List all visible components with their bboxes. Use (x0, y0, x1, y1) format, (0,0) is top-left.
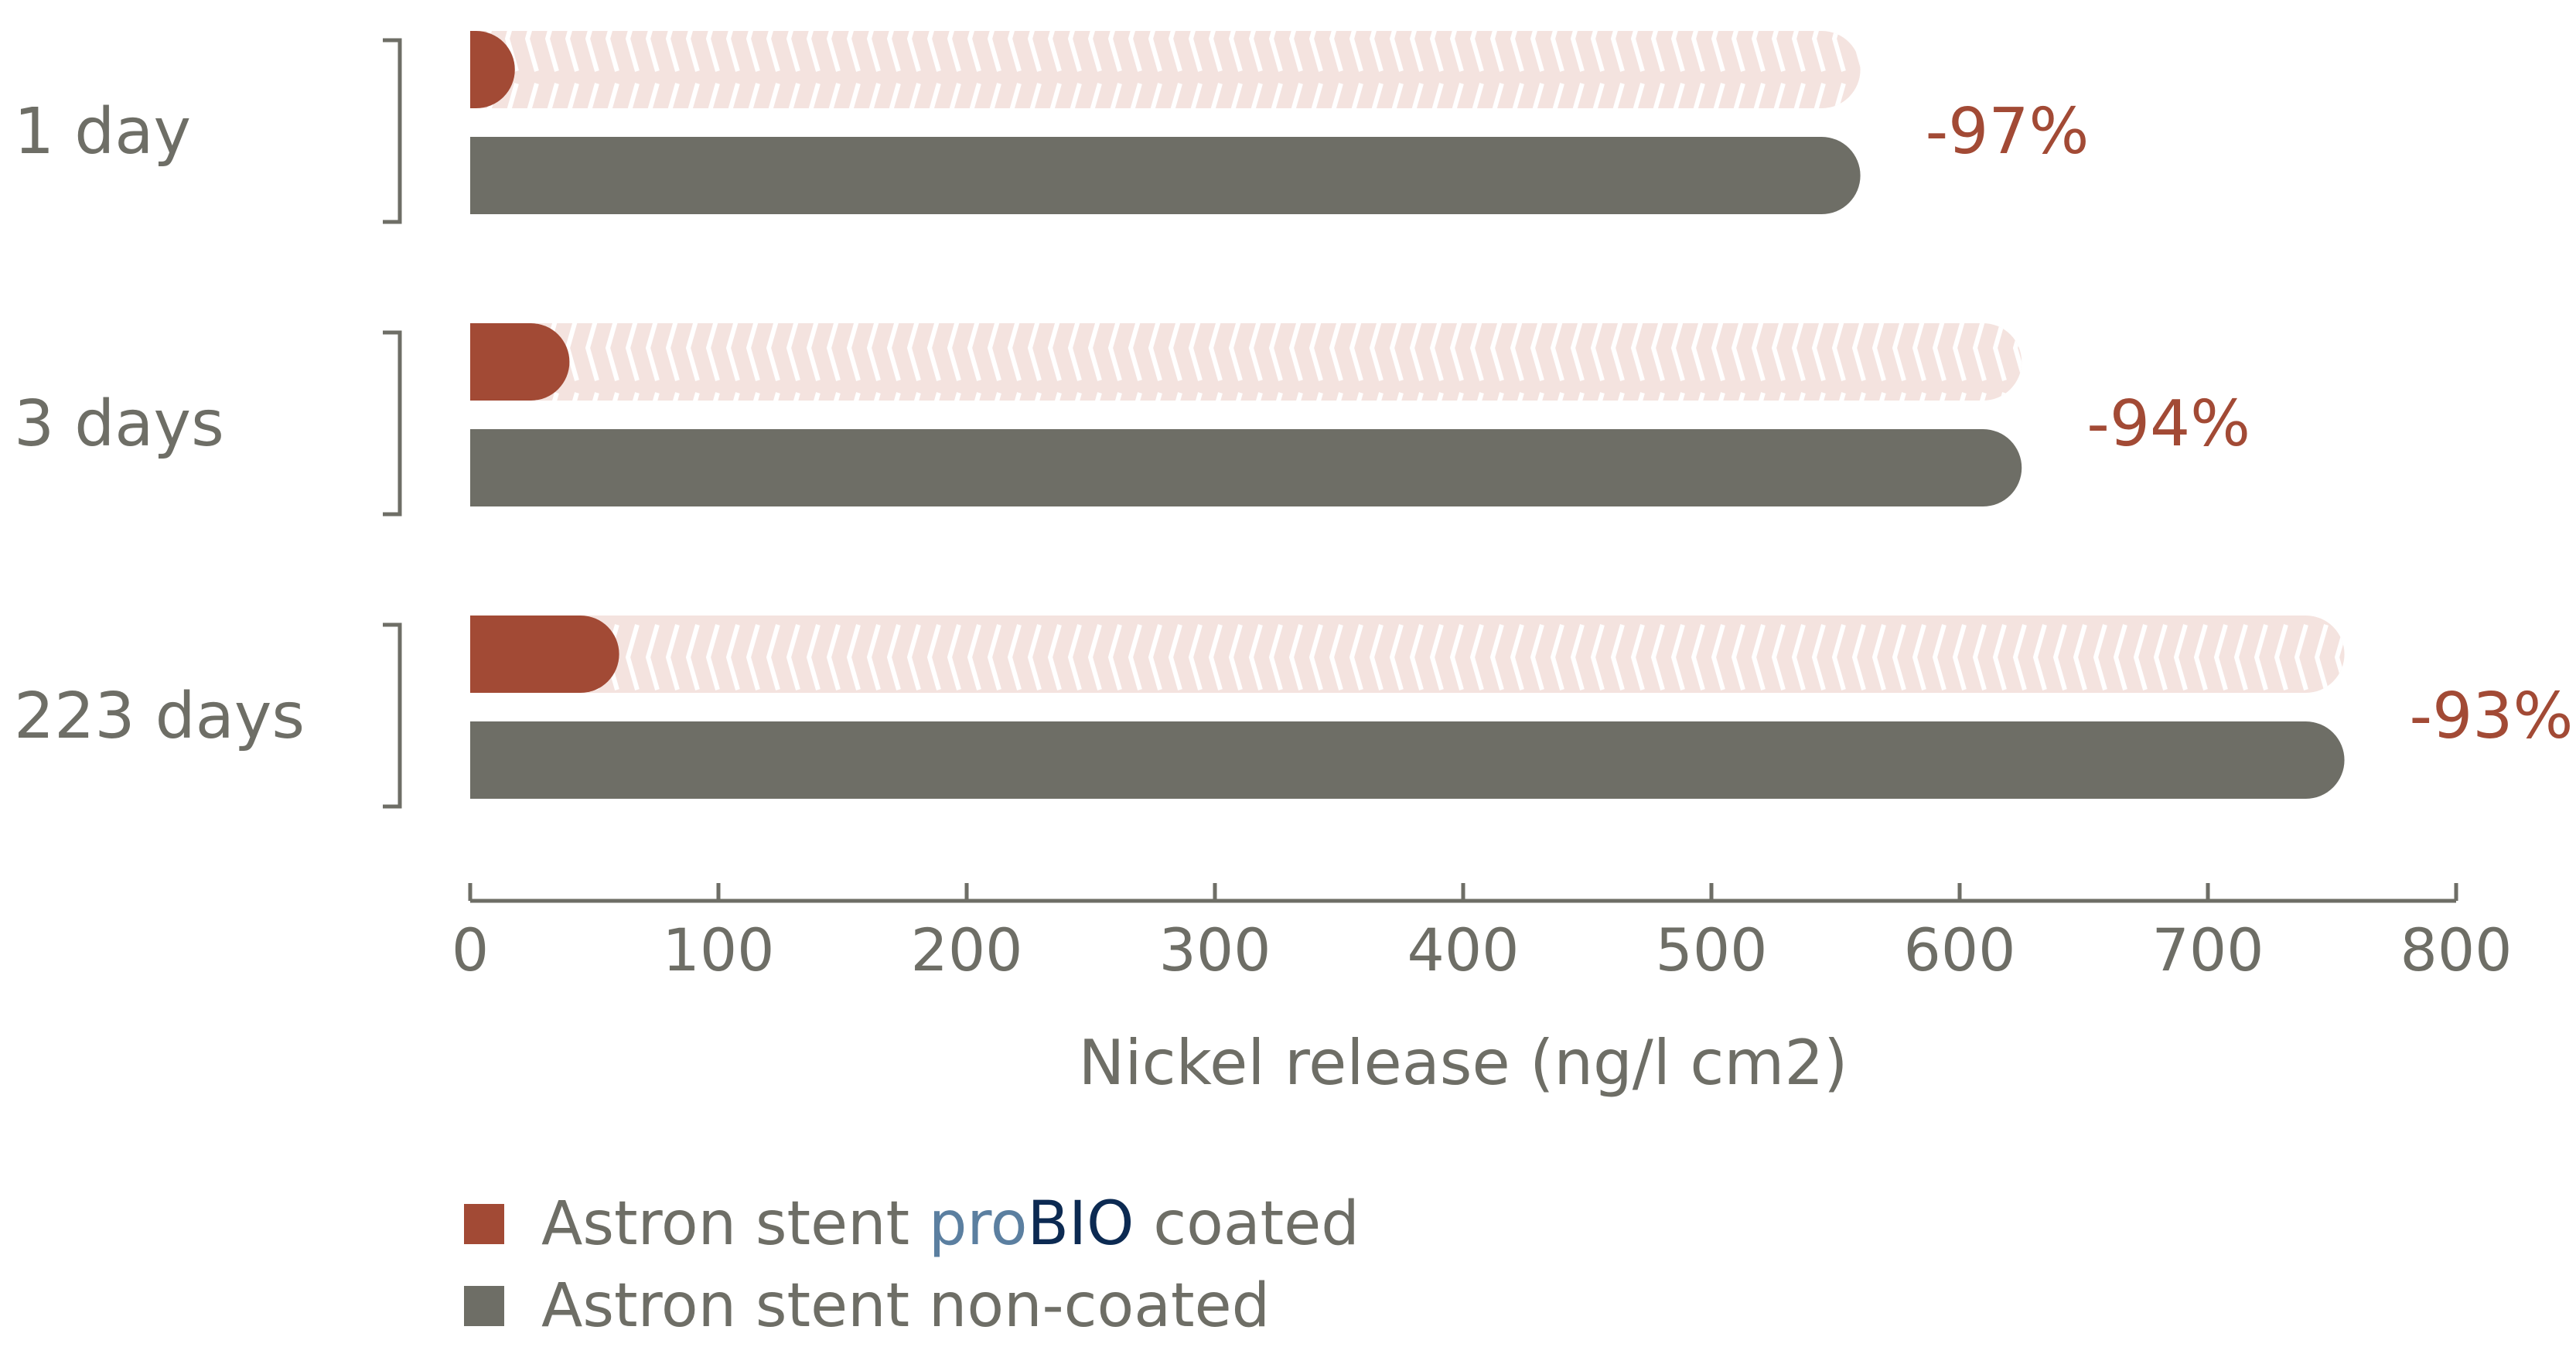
legend-prefix: Astron stent (541, 1189, 929, 1259)
category-bracket (383, 622, 402, 809)
reduction-label: -94% (2086, 387, 2250, 461)
chevron-track-pattern (470, 616, 2345, 693)
legend-swatch-coated (464, 1204, 504, 1244)
x-tick-label: 100 (662, 916, 774, 984)
x-tick-label: 500 (1655, 916, 1767, 984)
category-label: 223 days (14, 680, 305, 753)
legend: Astron stent proBIO coated Astron stent … (464, 1183, 1360, 1347)
x-axis-label: Nickel release (ng/l cm2) (1079, 1027, 1848, 1099)
category-bracket (383, 330, 402, 517)
bar-coated (470, 323, 570, 401)
x-tick-label: 200 (910, 916, 1022, 984)
x-axis: 0 100 200 300 400 500 600 700 800 Nickel release … (452, 883, 2513, 1099)
legend-item-coated: Astron stent proBIO coated (464, 1183, 1360, 1265)
legend-label-noncoated: Astron stent non-coated (541, 1271, 1271, 1341)
legend-item-noncoated: Astron stent non-coated (464, 1265, 1360, 1347)
bars-layer (383, 31, 2345, 809)
category-label: 1 day (14, 95, 191, 169)
category-label: 3 days (14, 387, 224, 461)
x-tick-label: 0 (452, 916, 489, 984)
bar-coated (470, 31, 515, 108)
x-tick-label: 600 (1903, 916, 2015, 984)
bar-noncoated (470, 429, 2022, 506)
x-tick-label: 400 (1407, 916, 1519, 984)
x-tick-label: 800 (2400, 916, 2512, 984)
bar-noncoated (470, 721, 2345, 799)
x-tick-label: 300 (1158, 916, 1271, 984)
labels-layer: 1 day -97% 3 days -94% 223 days -93% (14, 95, 2573, 753)
brand-bio: BIO (1027, 1189, 1134, 1259)
brand-pro: pro (928, 1189, 1028, 1259)
reduction-label: -93% (2410, 680, 2574, 753)
category-bracket (383, 38, 402, 224)
bar-coated (470, 616, 619, 693)
chevron-track-pattern (470, 323, 2022, 401)
legend-swatch-noncoated (464, 1286, 504, 1326)
chevron-track-pattern (470, 31, 1861, 108)
bar-noncoated (470, 137, 1861, 214)
x-tick-label: 700 (2151, 916, 2264, 984)
reduction-label: -97% (1926, 95, 2090, 169)
legend-label-coated: Astron stent proBIO coated (541, 1189, 1360, 1259)
legend-suffix: coated (1134, 1189, 1360, 1259)
